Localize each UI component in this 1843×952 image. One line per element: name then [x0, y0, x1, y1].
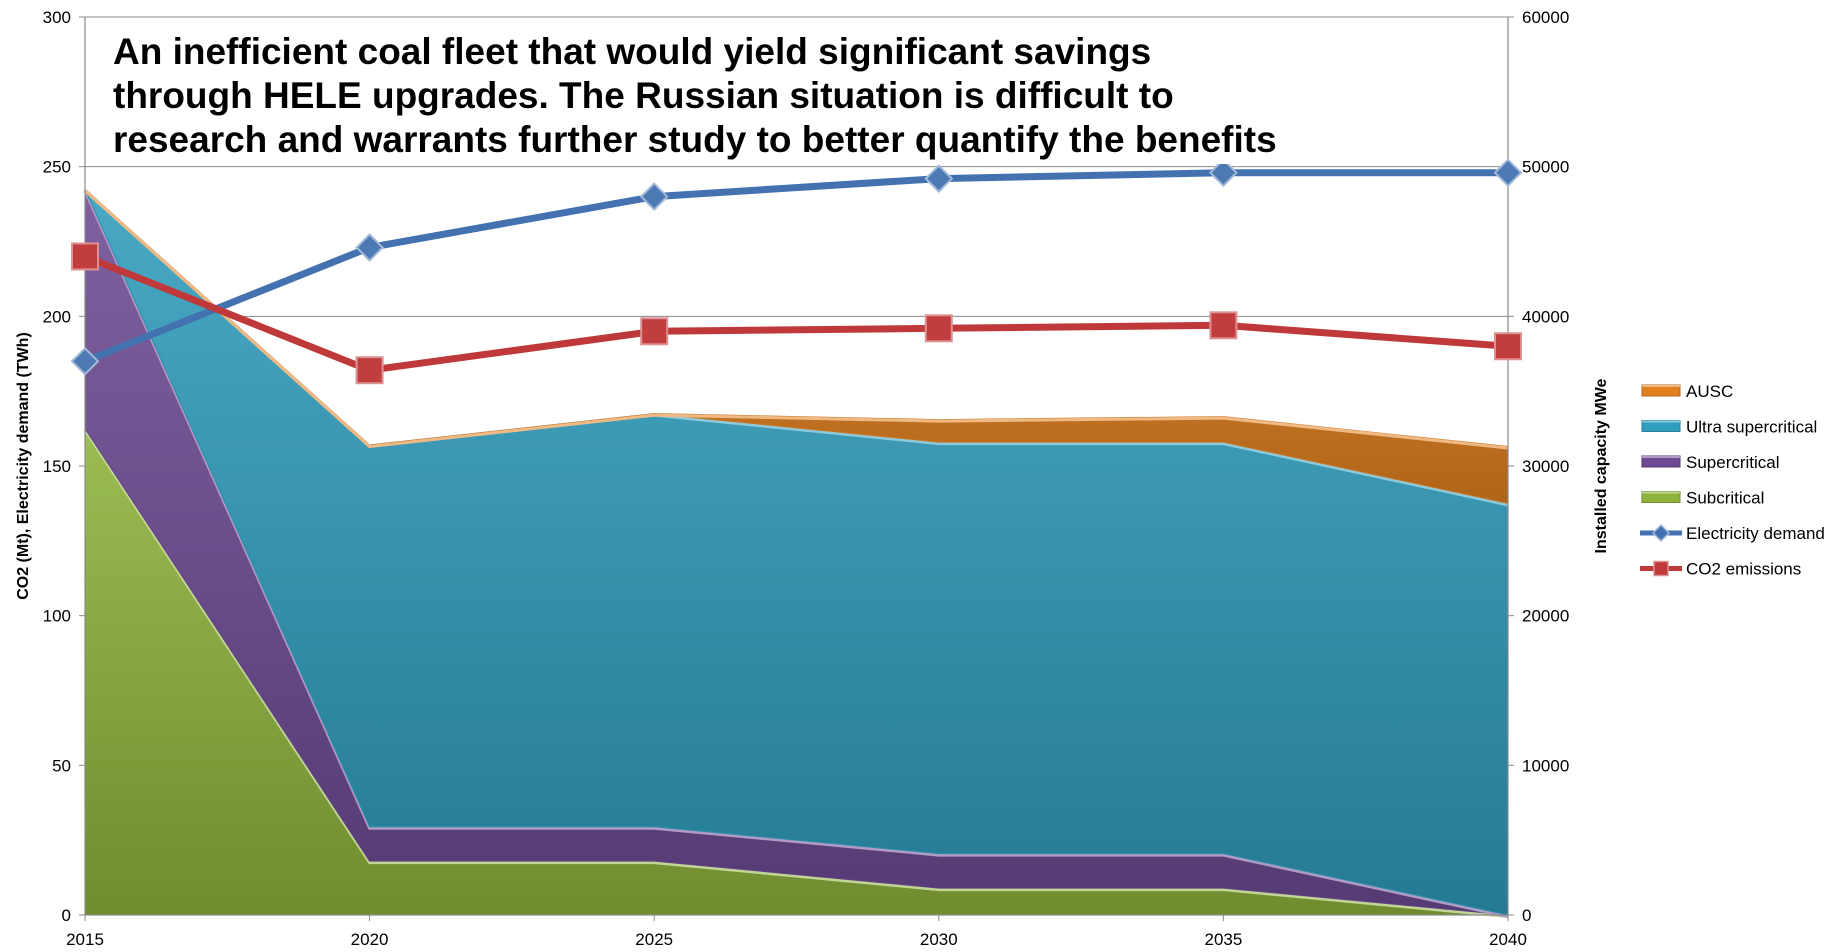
y-left-tick-label: 250 [43, 158, 71, 177]
point-co2-emissions [1494, 332, 1522, 361]
point-co2-emissions [355, 356, 384, 385]
legend-marker-co2-emissions [1653, 560, 1669, 577]
legend-label-ausc: AUSC [1686, 382, 1733, 401]
point-co2-emissions [924, 314, 953, 343]
point-electricity-demand [1208, 158, 1238, 188]
y-right-tick-label: 30000 [1522, 457, 1569, 476]
y-right-tick-label: 60000 [1522, 8, 1569, 27]
y-left-tick-label: 0 [62, 906, 71, 925]
y-left-tick-label: 50 [52, 756, 71, 775]
area-edge-supercritical [83, 189, 1509, 918]
legend-marker-electricity-demand [1651, 523, 1671, 543]
y-right-tick-label: 0 [1522, 906, 1531, 925]
chart-title-line: research and warrants further study to b… [113, 119, 1277, 160]
legend-label-supercritical: Supercritical [1686, 453, 1780, 472]
y-left-tick-label: 200 [43, 307, 71, 326]
point-electricity-demand [355, 233, 385, 262]
y-right-tick-label: 10000 [1522, 756, 1569, 775]
series-markers [70, 158, 1523, 385]
chart-title: An inefficient coal fleet that would yie… [101, 24, 1499, 164]
y-right-tick-label: 20000 [1522, 607, 1569, 626]
y-axis-right-title: Installed capacity MWe [1593, 378, 1610, 553]
line-series [81, 169, 1512, 374]
x-tick-label: 2020 [351, 930, 389, 949]
legend-label-ultra-supercritical: Ultra supercritical [1686, 418, 1817, 437]
area-edge-subcritical [83, 429, 1509, 918]
y-left-tick-label: 100 [43, 607, 71, 626]
x-tick-label: 2040 [1489, 930, 1527, 949]
x-tick-label: 2025 [635, 930, 673, 949]
point-co2-emissions [71, 242, 99, 271]
point-electricity-demand [924, 164, 954, 194]
point-co2-emissions [640, 317, 669, 346]
legend-label-co2-emissions: CO2 emissions [1686, 560, 1801, 579]
point-co2-emissions [1209, 311, 1238, 340]
area-series [83, 188, 1509, 918]
line-co2-emissions [81, 253, 1512, 374]
y-left-tick-label: 150 [43, 457, 71, 476]
y-right-tick-label: 50000 [1522, 158, 1569, 177]
title-background [101, 24, 1499, 164]
chart-title-line: through HELE upgrades. The Russian situa… [113, 75, 1174, 116]
x-tick-label: 2015 [66, 930, 104, 949]
axes: 0 0 50 10000 100 20000 150 30000 200 40000 250 5000… [15, 8, 1610, 949]
point-electricity-demand [70, 346, 100, 376]
y-axis-left-title: CO2 (Mt), Electricity demand (TWh) [15, 332, 32, 600]
y-left-tick-label: 300 [43, 8, 71, 27]
area-edge-ausc [83, 189, 1509, 450]
point-electricity-demand [1493, 158, 1523, 188]
line-electricity-demand [81, 169, 1512, 365]
legend-label-subcritical: Subcritical [1686, 489, 1764, 508]
y-right-tick-label: 40000 [1522, 307, 1569, 326]
legend-label-electricity-demand: Electricity demand [1686, 524, 1825, 543]
x-tick-label: 2030 [920, 930, 958, 949]
x-tick-label: 2035 [1204, 930, 1242, 949]
chart-title-line: An inefficient coal fleet that would yie… [113, 31, 1151, 72]
point-electricity-demand [639, 182, 669, 212]
legend: AUSC Ultra supercritical Supercritical Subc… [1640, 382, 1825, 579]
